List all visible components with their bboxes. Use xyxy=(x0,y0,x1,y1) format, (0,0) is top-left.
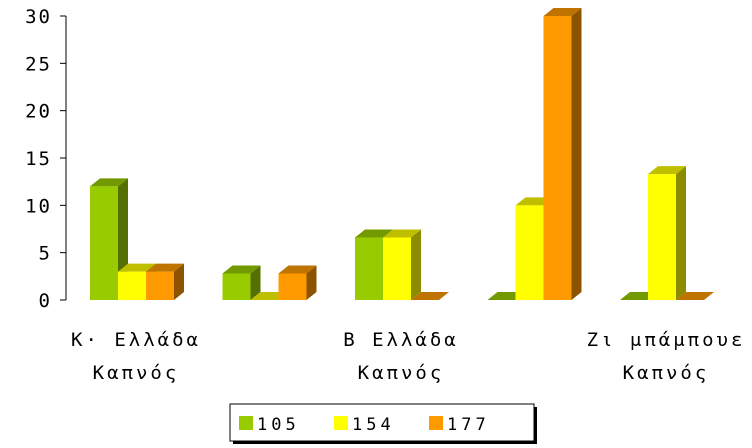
bar-top xyxy=(411,292,449,300)
category-label: Καπνός xyxy=(93,362,180,384)
bar-front xyxy=(355,237,383,300)
y-tick-label: 5 xyxy=(39,243,52,265)
legend-swatch xyxy=(334,416,348,430)
legend: 105 154 177 xyxy=(229,403,537,444)
bar-side xyxy=(250,265,261,300)
bars xyxy=(90,8,714,300)
bar-top xyxy=(146,263,184,272)
category-label: Β Ελλάδα xyxy=(343,329,459,351)
category-labels: Κ· Ελλάδα Καπνός Β Ελλάδα Καπνός Ζι μπάμπουε… xyxy=(71,329,746,384)
legend-swatch xyxy=(239,416,253,430)
category-label: Καπνός xyxy=(358,362,445,384)
bar-top xyxy=(355,229,393,238)
bar-177-group-4 xyxy=(676,292,714,300)
bar-front xyxy=(118,271,146,300)
bar-front xyxy=(146,271,174,300)
y-tick-label: 15 xyxy=(25,148,52,170)
bar-front xyxy=(222,273,251,300)
bar-105-group-1 xyxy=(222,265,261,300)
bar-front xyxy=(515,205,544,300)
bar-177-group-0 xyxy=(146,263,184,300)
bar-177-group-3 xyxy=(543,8,582,300)
y-tick-label: 25 xyxy=(25,53,52,75)
legend-entry: 105 xyxy=(257,415,300,435)
y-tick-label: 30 xyxy=(25,6,52,28)
legend-box xyxy=(229,403,535,442)
legend-entry: 154 xyxy=(352,415,395,435)
bar-front xyxy=(543,16,572,300)
bar-top xyxy=(543,8,582,16)
bar-154-group-4 xyxy=(648,166,686,300)
y-tick-label: 20 xyxy=(25,101,52,123)
bar-top xyxy=(118,263,156,272)
bar-top xyxy=(676,292,714,300)
bar-105-group-0 xyxy=(90,178,128,300)
bar-top xyxy=(222,265,261,274)
bar-side xyxy=(676,166,686,300)
legend-swatch xyxy=(429,416,443,430)
bar-front xyxy=(278,273,307,300)
bar-front xyxy=(648,174,676,300)
category-label: Ζι μπάμπουε xyxy=(587,329,746,351)
bar-top xyxy=(383,229,421,238)
bar-front xyxy=(90,186,118,300)
bar-177-group-2 xyxy=(411,292,449,300)
y-tick-label: 10 xyxy=(25,195,52,217)
y-axis: 0 5 10 15 20 25 30 xyxy=(25,6,67,312)
bar-top xyxy=(90,178,128,187)
bar-177-group-1 xyxy=(278,265,317,300)
bar-side xyxy=(306,265,317,300)
bar-154-group-2 xyxy=(383,229,421,300)
bar-top xyxy=(278,265,317,274)
bar-front xyxy=(383,237,411,300)
category-label: Κ· Ελλάδα xyxy=(71,329,201,351)
legend-entry: 177 xyxy=(447,415,490,435)
category-label: Καπνός xyxy=(623,362,710,384)
y-tick-label: 0 xyxy=(39,290,52,312)
bar-side xyxy=(174,263,184,300)
bar-side xyxy=(411,229,421,300)
bar-side xyxy=(571,8,582,300)
bar-top xyxy=(648,166,686,175)
